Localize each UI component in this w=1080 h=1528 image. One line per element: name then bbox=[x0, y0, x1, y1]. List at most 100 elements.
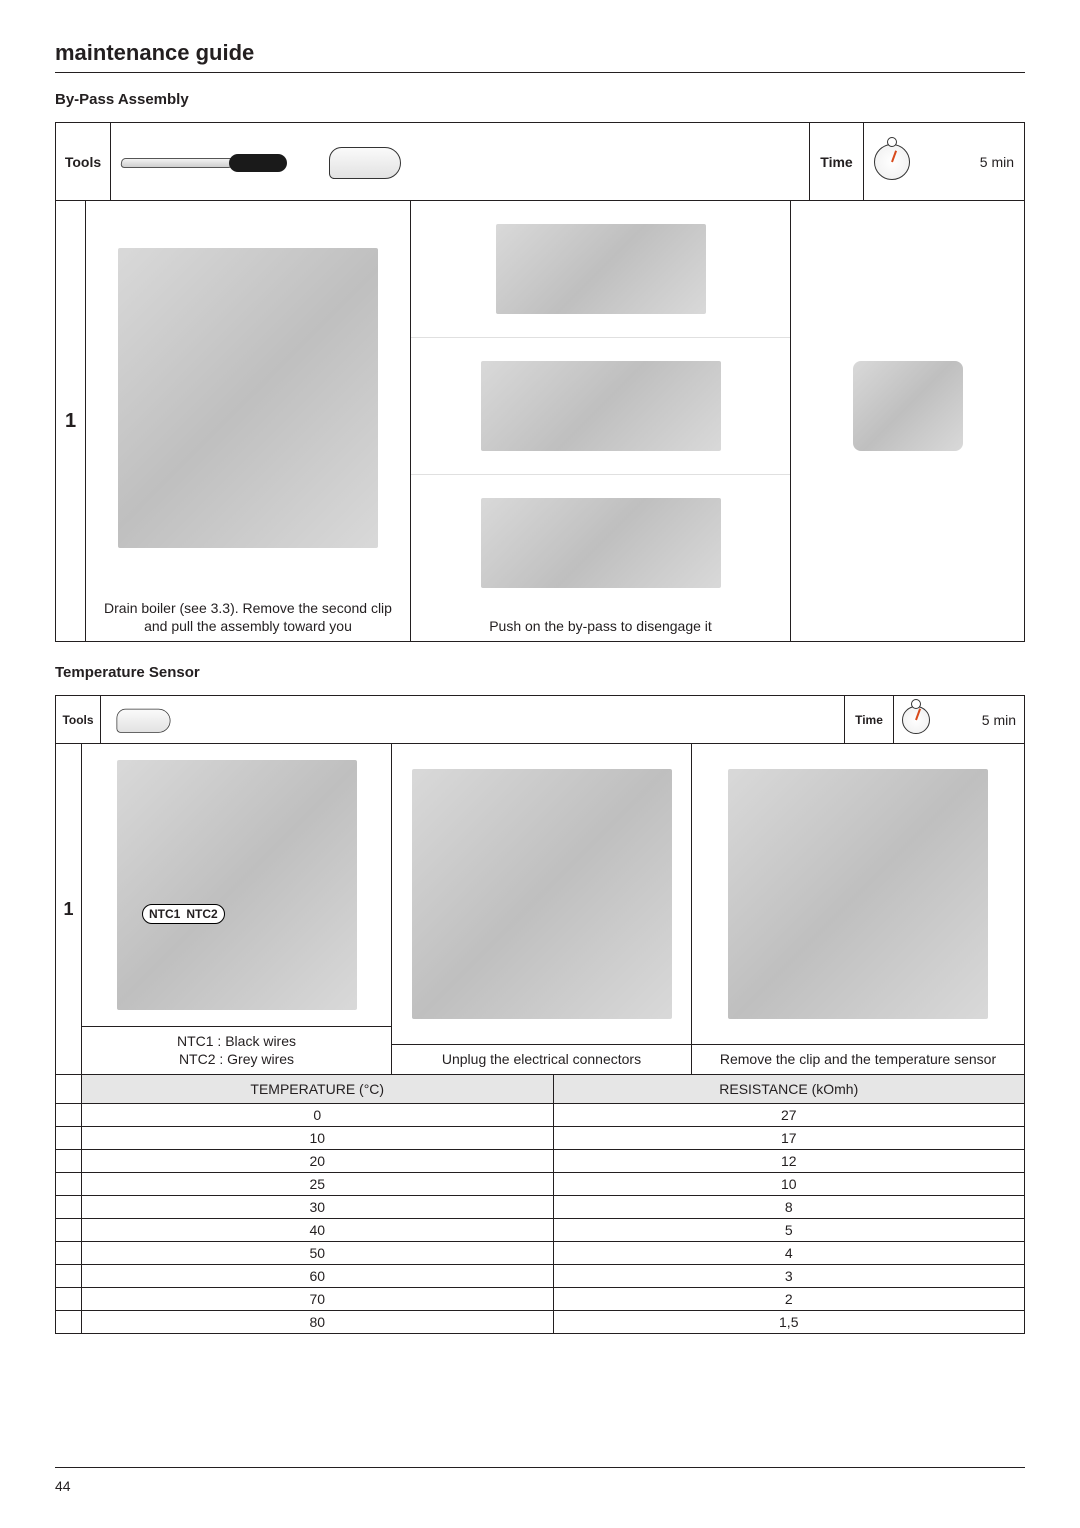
bypass-col2-caption: Push on the by-pass to disengage it bbox=[411, 612, 790, 642]
table-gutter bbox=[56, 1150, 82, 1172]
bypass-time-value: 5 min bbox=[980, 154, 1014, 170]
cell-resistance: 3 bbox=[554, 1265, 1025, 1287]
bypass-cap-image bbox=[853, 361, 963, 451]
tempsensor-tools-label: Tools bbox=[56, 696, 101, 743]
table-gutter bbox=[56, 1288, 82, 1310]
ntc-callout: NTC1 NTC2 bbox=[142, 904, 225, 924]
table-gutter bbox=[56, 1265, 82, 1287]
cell-temperature: 0 bbox=[82, 1104, 554, 1126]
bypass-subtitle: By-Pass Assembly bbox=[55, 91, 1025, 108]
tempsensor-col3-caption: Remove the clip and the temperature sens… bbox=[692, 1044, 1024, 1075]
bypass-col2-images bbox=[411, 201, 790, 612]
table-row: 405 bbox=[56, 1218, 1024, 1241]
page-number: 44 bbox=[55, 1478, 71, 1494]
table-gutter bbox=[56, 1311, 82, 1333]
table-row: 2012 bbox=[56, 1149, 1024, 1172]
cell-temperature: 40 bbox=[82, 1219, 554, 1241]
bypass-part-image-b bbox=[481, 361, 721, 451]
resistance-table-head: TEMPERATURE (°C) RESISTANCE (kOmh) bbox=[56, 1074, 1024, 1103]
cell-temperature: 70 bbox=[82, 1288, 554, 1310]
resistance-table-body: 027101720122510308405504603702801,5 bbox=[56, 1103, 1024, 1333]
table-row: 2510 bbox=[56, 1172, 1024, 1195]
ntc2-label: NTC2 bbox=[186, 907, 217, 921]
remove-sensor-image bbox=[728, 769, 988, 1019]
cell-temperature: 25 bbox=[82, 1173, 554, 1195]
tempsensor-col1-caption: NTC1 : Black wires NTC2 : Grey wires bbox=[82, 1026, 391, 1074]
bypass-time-cell: 5 min bbox=[864, 123, 1024, 200]
cell-temperature: 10 bbox=[82, 1127, 554, 1149]
table-row: 504 bbox=[56, 1241, 1024, 1264]
stopwatch-icon bbox=[874, 144, 910, 180]
bypass-col2: Push on the by-pass to disengage it bbox=[411, 201, 791, 641]
cell-resistance: 2 bbox=[554, 1288, 1025, 1310]
cell-temperature: 30 bbox=[82, 1196, 554, 1218]
screwdriver-icon bbox=[121, 142, 301, 182]
tempsensor-header-row: Tools Time 5 min bbox=[56, 696, 1024, 744]
cell-resistance: 1,5 bbox=[554, 1311, 1025, 1333]
footer-rule bbox=[55, 1467, 1025, 1468]
cell-temperature: 60 bbox=[82, 1265, 554, 1287]
tempsensor-col2-image bbox=[392, 744, 691, 1044]
tempsensor-time-label: Time bbox=[844, 696, 894, 743]
hand-icon bbox=[109, 704, 180, 736]
bypass-col1: Drain boiler (see 3.3). Remove the secon… bbox=[86, 201, 411, 641]
cell-temperature: 50 bbox=[82, 1242, 554, 1264]
table-gutter bbox=[56, 1173, 82, 1195]
tempsensor-col3: Remove the clip and the temperature sens… bbox=[692, 744, 1024, 1074]
col-temperature: TEMPERATURE (°C) bbox=[82, 1075, 554, 1103]
table-row: 308 bbox=[56, 1195, 1024, 1218]
tempsensor-col1-image: NTC1 NTC2 bbox=[82, 744, 391, 1026]
table-gutter bbox=[56, 1196, 82, 1218]
cell-resistance: 17 bbox=[554, 1127, 1025, 1149]
stopwatch-icon bbox=[902, 706, 930, 734]
col-resistance: RESISTANCE (kOmh) bbox=[554, 1075, 1025, 1103]
tempsensor-col1-caption-line1: NTC1 : Black wires bbox=[177, 1033, 296, 1049]
bypass-tools-icons bbox=[111, 123, 809, 200]
tempsensor-col1: NTC1 NTC2 NTC1 : Black wires NTC2 : Grey… bbox=[82, 744, 392, 1074]
table-row: 801,5 bbox=[56, 1310, 1024, 1333]
bypass-part-image-c bbox=[481, 498, 721, 588]
tempsensor-time-value: 5 min bbox=[982, 712, 1016, 728]
ntc-location-image bbox=[117, 760, 357, 1010]
table-gutter bbox=[56, 1075, 82, 1103]
bypass-col3 bbox=[791, 201, 1024, 641]
hand-icon bbox=[319, 141, 414, 183]
bypass-part-image-a bbox=[496, 224, 706, 314]
boiler-assembly-image bbox=[118, 248, 378, 548]
bypass-header-row: Tools Time 5 min bbox=[56, 123, 1024, 201]
tempsensor-step-number: 1 bbox=[56, 744, 82, 1074]
cell-resistance: 8 bbox=[554, 1196, 1025, 1218]
table-gutter bbox=[56, 1127, 82, 1149]
table-gutter bbox=[56, 1104, 82, 1126]
bypass-col3-image bbox=[791, 201, 1024, 612]
tempsensor-time-cell: 5 min bbox=[894, 696, 1024, 743]
tempsensor-subtitle: Temperature Sensor bbox=[55, 664, 1025, 681]
cell-resistance: 27 bbox=[554, 1104, 1025, 1126]
bypass-step-row: 1 Drain boiler (see 3.3). Remove the sec… bbox=[56, 201, 1024, 641]
table-row: 603 bbox=[56, 1264, 1024, 1287]
tempsensor-col3-image bbox=[692, 744, 1024, 1044]
cell-resistance: 10 bbox=[554, 1173, 1025, 1195]
tempsensor-tools-icons bbox=[101, 696, 844, 743]
table-gutter bbox=[56, 1242, 82, 1264]
cell-temperature: 80 bbox=[82, 1311, 554, 1333]
cell-temperature: 20 bbox=[82, 1150, 554, 1172]
bypass-col3-caption bbox=[791, 612, 1024, 642]
page-title: maintenance guide bbox=[55, 40, 1025, 73]
bypass-step-number: 1 bbox=[56, 201, 86, 641]
bypass-col1-caption: Drain boiler (see 3.3). Remove the secon… bbox=[86, 594, 410, 641]
bypass-tools-label: Tools bbox=[56, 123, 111, 200]
cell-resistance: 4 bbox=[554, 1242, 1025, 1264]
tempsensor-col2: Unplug the electrical connectors bbox=[392, 744, 692, 1074]
bypass-module: Tools Time 5 min 1 Drain boiler (see 3.3… bbox=[55, 122, 1025, 642]
table-gutter bbox=[56, 1219, 82, 1241]
tempsensor-step-row: 1 NTC1 NTC2 NTC1 : Black wires NTC2 : Gr… bbox=[56, 744, 1024, 1074]
table-row: 1017 bbox=[56, 1126, 1024, 1149]
table-row: 702 bbox=[56, 1287, 1024, 1310]
unplug-connectors-image bbox=[412, 769, 672, 1019]
cell-resistance: 12 bbox=[554, 1150, 1025, 1172]
cell-resistance: 5 bbox=[554, 1219, 1025, 1241]
ntc1-label: NTC1 bbox=[149, 907, 180, 921]
tempsensor-col2-caption: Unplug the electrical connectors bbox=[392, 1044, 691, 1075]
tempsensor-col1-caption-line2: NTC2 : Grey wires bbox=[179, 1051, 294, 1067]
